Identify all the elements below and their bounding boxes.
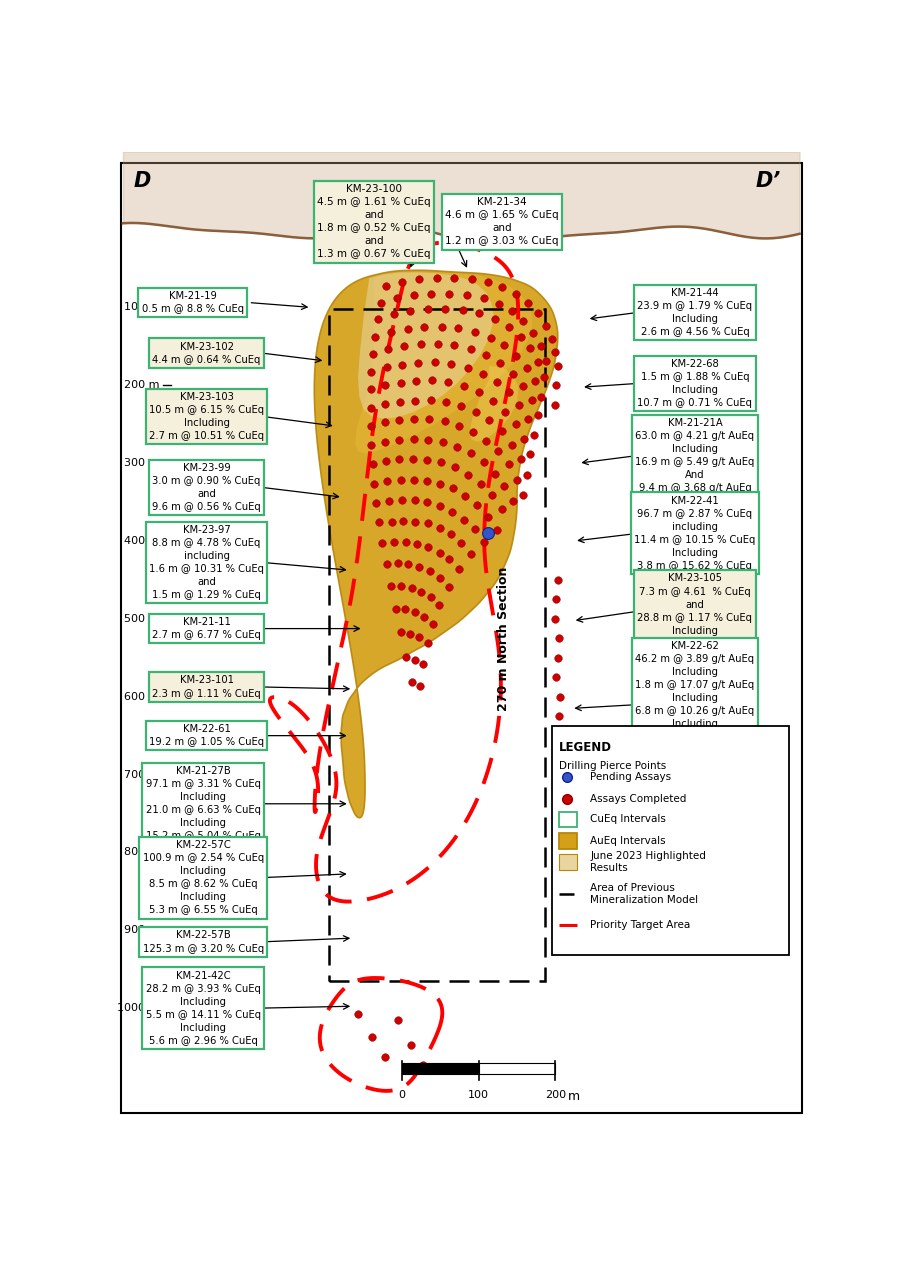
Text: Pending Assays: Pending Assays <box>590 772 671 782</box>
Text: 300 m: 300 m <box>124 458 159 468</box>
Text: 0: 0 <box>399 1090 406 1100</box>
Text: 600 m: 600 m <box>124 691 159 702</box>
Text: KM-22-61
19.2 m @ 1.05 % CuEq: KM-22-61 19.2 m @ 1.05 % CuEq <box>149 724 265 747</box>
Bar <box>559 854 577 870</box>
Polygon shape <box>358 272 493 418</box>
Bar <box>402 1063 479 1074</box>
Text: 400 m: 400 m <box>123 536 159 546</box>
Text: KM-21-27B
97.1 m @ 3.31 % CuEq
Including
21.0 m @ 6.63 % CuEq
Including
15.2 m @: KM-21-27B 97.1 m @ 3.31 % CuEq Including… <box>146 766 261 842</box>
Text: KM-23-99
3.0 m @ 0.90 % CuEq
and
9.6 m @ 0.56 % CuEq: KM-23-99 3.0 m @ 0.90 % CuEq and 9.6 m @… <box>152 463 261 512</box>
Text: AuEq Intervals: AuEq Intervals <box>590 836 666 846</box>
Text: KM-21-42C
28.2 m @ 3.93 % CuEq
Including
5.5 m @ 14.11 % CuEq
Including
5.6 m @ : KM-21-42C 28.2 m @ 3.93 % CuEq Including… <box>146 971 261 1045</box>
Text: KM-21-27A
103.1 m @ 2.15 % CuEq
including
20.7 m @ 4.18 % CuEq
including
18.3 m : KM-21-27A 103.1 m @ 2.15 % CuEq includin… <box>634 765 756 866</box>
Text: 100 m: 100 m <box>124 302 159 312</box>
Text: D’: D’ <box>755 171 780 191</box>
Text: KM-22-57C
100.9 m @ 2.54 % CuEq
Including
8.5 m @ 8.62 % CuEq
Including
5.3 m @ : KM-22-57C 100.9 m @ 2.54 % CuEq Includin… <box>142 841 264 915</box>
Text: Priority Target Area: Priority Target Area <box>590 920 690 930</box>
Text: 100: 100 <box>468 1090 490 1100</box>
Text: KM-23-100
4.5 m @ 1.61 % CuEq
and
1.8 m @ 0.52 % CuEq
and
1.3 m @ 0.67 % CuEq: KM-23-100 4.5 m @ 1.61 % CuEq and 1.8 m … <box>317 185 431 259</box>
Text: CuEq Intervals: CuEq Intervals <box>590 814 666 824</box>
Text: KM-22-57B
125.3 m @ 3.20 % CuEq: KM-22-57B 125.3 m @ 3.20 % CuEq <box>142 930 264 953</box>
Text: KM-23-102
4.4 m @ 0.64 % CuEq: KM-23-102 4.4 m @ 0.64 % CuEq <box>152 341 261 365</box>
Text: 200 m: 200 m <box>123 380 159 391</box>
Polygon shape <box>356 272 533 454</box>
Text: June 2023 Highlighted
Results: June 2023 Highlighted Results <box>590 851 706 873</box>
Text: KM-22-62
46.2 m @ 3.89 g/t AuEq
Including
1.8 m @ 17.07 g/t AuEq
Including
6.8 m: KM-22-62 46.2 m @ 3.89 g/t AuEq Includin… <box>635 641 754 769</box>
Text: KM-21-19
0.5 m @ 8.8 % CuEq: KM-21-19 0.5 m @ 8.8 % CuEq <box>141 291 244 313</box>
Text: D: D <box>133 171 151 191</box>
Polygon shape <box>470 365 518 441</box>
Text: KM-21-44
23.9 m @ 1.79 % CuEq
Including
2.6 m @ 4.56 % CuEq: KM-21-44 23.9 m @ 1.79 % CuEq Including … <box>637 288 752 336</box>
Polygon shape <box>314 270 558 818</box>
Text: Drilling Pierce Points: Drilling Pierce Points <box>559 761 666 771</box>
Text: LEGEND: LEGEND <box>559 742 612 755</box>
Text: KM-23-97
8.8 m @ 4.78 % CuEq
including
1.6 m @ 10.31 % CuEq
and
1.5 m @ 1.29 % C: KM-23-97 8.8 m @ 4.78 % CuEq including 1… <box>149 525 265 600</box>
Text: Area of Previous
Mineralization Model: Area of Previous Mineralization Model <box>590 884 698 905</box>
Text: KM-21-21A
63.0 m @ 4.21 g/t AuEq
Including
16.9 m @ 5.49 g/t AuEq
And
9.4 m @ 3.: KM-21-21A 63.0 m @ 4.21 g/t AuEq Includi… <box>635 417 754 493</box>
Text: 800 m: 800 m <box>123 847 159 857</box>
Text: KM-23-103
10.5 m @ 6.15 % CuEq
Including
2.7 m @ 10.51 % CuEq: KM-23-103 10.5 m @ 6.15 % CuEq Including… <box>149 392 265 441</box>
Text: KM-22-68
1.5 m @ 1.88 % CuEq
Including
10.7 m @ 0.71 % CuEq: KM-22-68 1.5 m @ 1.88 % CuEq Including 1… <box>637 359 752 408</box>
Text: Assays Completed: Assays Completed <box>590 794 687 804</box>
Bar <box>552 726 789 954</box>
Text: KM-22-41
96.7 m @ 2.87 % CuEq
including
11.4 m @ 10.15 % CuEq
Including
3.8 m @ : KM-22-41 96.7 m @ 2.87 % CuEq including … <box>634 495 756 571</box>
Bar <box>328 310 545 981</box>
Bar <box>559 811 577 827</box>
Text: 500 m: 500 m <box>124 614 159 624</box>
Text: 900 m: 900 m <box>123 925 159 935</box>
Bar <box>479 1063 555 1074</box>
Text: KM-23-105
7.3 m @ 4.61  % CuEq
and
28.8 m @ 1.17 % CuEq
Including
2.3 m @ 5.86 %: KM-23-105 7.3 m @ 4.61 % CuEq and 28.8 m… <box>637 574 752 648</box>
Text: KM-23-101
2.3 m @ 1.11 % CuEq: KM-23-101 2.3 m @ 1.11 % CuEq <box>152 675 261 699</box>
Bar <box>559 833 577 848</box>
Text: KM-21-34
4.6 m @ 1.65 % CuEq
and
1.2 m @ 3.03 % CuEq: KM-21-34 4.6 m @ 1.65 % CuEq and 1.2 m @… <box>445 197 559 246</box>
Text: 270 m North Section: 270 m North Section <box>497 566 509 710</box>
Text: 200: 200 <box>544 1090 566 1100</box>
Text: KM-21-11
2.7 m @ 6.77 % CuEq: KM-21-11 2.7 m @ 6.77 % CuEq <box>152 617 261 640</box>
Text: 700 m: 700 m <box>123 770 159 780</box>
Text: 1000 m: 1000 m <box>117 1004 159 1014</box>
Text: m: m <box>568 1090 580 1103</box>
